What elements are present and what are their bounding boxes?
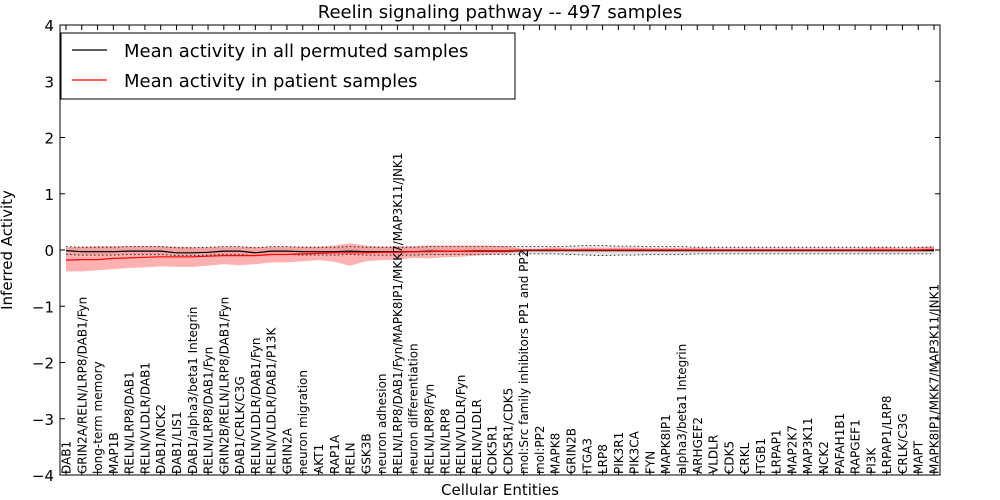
x-tick-label: long-term memory bbox=[91, 361, 105, 474]
x-tick-label: RAP1A bbox=[328, 434, 342, 474]
x-tick-label: RELN/VLDLR/DAB1/Fyn bbox=[249, 338, 263, 474]
x-tick-label: LRPAP1 bbox=[770, 429, 784, 474]
x-tick-label: CDK5R1/CDK5 bbox=[501, 388, 515, 474]
x-tick-label: neuron adhesion bbox=[375, 373, 389, 474]
x-tick-label: LRP8 bbox=[596, 444, 610, 474]
x-tick-label: VLDLR bbox=[707, 435, 721, 474]
x-tick-label: NCK2 bbox=[817, 441, 831, 474]
x-tick-label: RAPGEF1 bbox=[849, 419, 863, 474]
x-tick-label: MAP2K7 bbox=[786, 425, 800, 474]
y-tick-label: 2 bbox=[44, 130, 54, 148]
x-tick-label: RELN bbox=[344, 442, 358, 474]
y-tick-label: −3 bbox=[32, 411, 54, 429]
x-tick-label: CDK5R1 bbox=[486, 425, 500, 474]
band-edge-permuted-lower bbox=[65, 253, 934, 257]
x-tick-label: LRPAP1/LRP8 bbox=[880, 395, 894, 474]
x-tick-label: PAFAH1B1 bbox=[833, 413, 847, 474]
x-tick-label: mol:PP2 bbox=[533, 425, 547, 474]
x-tick-label: DAB1/alpha3/beta1 Integrin bbox=[186, 307, 200, 474]
x-tick-label: RELN/LRP8 bbox=[438, 408, 452, 474]
x-tick-label: PI3K bbox=[864, 447, 878, 474]
x-tick-label: ARHGEF2 bbox=[691, 417, 705, 474]
y-tick-label: −1 bbox=[32, 298, 54, 316]
x-tick-label: CDK5 bbox=[722, 441, 736, 474]
x-tick-label: MAP3K11 bbox=[801, 417, 815, 474]
x-tick-label: neuron migration bbox=[296, 370, 310, 474]
band-edge-permuted-upper bbox=[65, 245, 934, 249]
x-tick-label: GRIN2A bbox=[280, 427, 294, 474]
x-tick-label: mol:Src family inhibitors PP1 and PP2 bbox=[517, 250, 531, 474]
x-tick-label: MAPK8IP1 bbox=[659, 414, 673, 474]
x-tick-label: alpha3/beta1 Integrin bbox=[675, 344, 689, 474]
x-tick-label: RELN/LRP8/Fyn bbox=[423, 384, 437, 474]
x-axis: DAB1 GRIN2A/RELN/LRP8/DAB1/Fyn long-term m… bbox=[60, 25, 942, 475]
y-tick-label: 1 bbox=[44, 186, 54, 204]
legend: Mean activity in all permuted samples Me… bbox=[60, 32, 516, 100]
x-tick-label: ITGB1 bbox=[754, 438, 768, 474]
y-tick-label: 4 bbox=[44, 17, 54, 35]
x-tick-label: DAB1/NCK2 bbox=[154, 404, 168, 474]
x-tick-label: ITGA3 bbox=[580, 438, 594, 474]
x-tick-label: GRIN2A/RELN/LRP8/DAB1/Fyn bbox=[75, 297, 89, 474]
y-axis-label: Inferred Activity bbox=[0, 190, 16, 310]
x-tick-label: RELN/LRP8/DAB1/Fyn bbox=[202, 347, 216, 474]
y-tick-label: −4 bbox=[32, 467, 54, 485]
x-tick-label: DAB1/CRLK/C3G bbox=[233, 376, 247, 474]
chart-title: Reelin signaling pathway -- 497 samples bbox=[318, 2, 682, 23]
x-tick-label: AKT1 bbox=[312, 444, 326, 474]
x-axis-label: Cellular Entities bbox=[441, 481, 559, 499]
y-tick-label: 0 bbox=[44, 242, 54, 260]
x-tick-label: PIK3CA bbox=[628, 430, 642, 474]
x-tick-label: RELN/VLDLR/DAB1 bbox=[138, 362, 152, 474]
x-tick-label: GRIN2B bbox=[565, 428, 579, 474]
x-tick-label: RELN/VLDLR/DAB1/P13K bbox=[265, 327, 279, 474]
plot-area bbox=[65, 243, 935, 272]
x-tick-label: MAP1B bbox=[107, 432, 121, 474]
x-tick-label: MAPK8IP1/MKK7/MAP3K11/JNK1 bbox=[928, 284, 942, 474]
x-tick-label: PIK3R1 bbox=[612, 432, 626, 474]
series-line-patient bbox=[65, 248, 935, 261]
legend-label-permuted: Mean activity in all permuted samples bbox=[124, 41, 468, 62]
x-tick-label: neuron differentiation bbox=[407, 343, 421, 474]
x-tick-label: DAB1/LIS1 bbox=[170, 411, 184, 474]
x-tick-label: RELN/LRP8/DAB1/Fyn/MAPK8IP1/MKK7/MAP3K11… bbox=[391, 153, 405, 474]
x-tick-label: FYN bbox=[643, 451, 657, 474]
x-tick-label: RELN/VLDLR/Fyn bbox=[454, 375, 468, 474]
x-tick-label: GRIN2B/RELN/LRP8/DAB1/Fyn bbox=[217, 297, 231, 474]
x-tick-label: DAB1 bbox=[60, 441, 74, 474]
x-tick-label: MAPK8 bbox=[549, 433, 563, 474]
x-tick-label: CRKL bbox=[738, 442, 752, 474]
y-tick-label: −2 bbox=[32, 355, 54, 373]
x-tick-label: RELN/LRP8/DAB1 bbox=[123, 371, 137, 474]
y-tick-label: 3 bbox=[44, 73, 54, 91]
legend-box bbox=[60, 32, 516, 100]
x-tick-label: MAPT bbox=[912, 440, 926, 474]
x-tick-label: GSK3B bbox=[359, 433, 373, 474]
x-tick-label: RELN/VLDLR bbox=[470, 399, 484, 474]
x-tick-label: CRLK/C3G bbox=[896, 413, 910, 474]
legend-label-patient: Mean activity in patient samples bbox=[124, 71, 418, 92]
